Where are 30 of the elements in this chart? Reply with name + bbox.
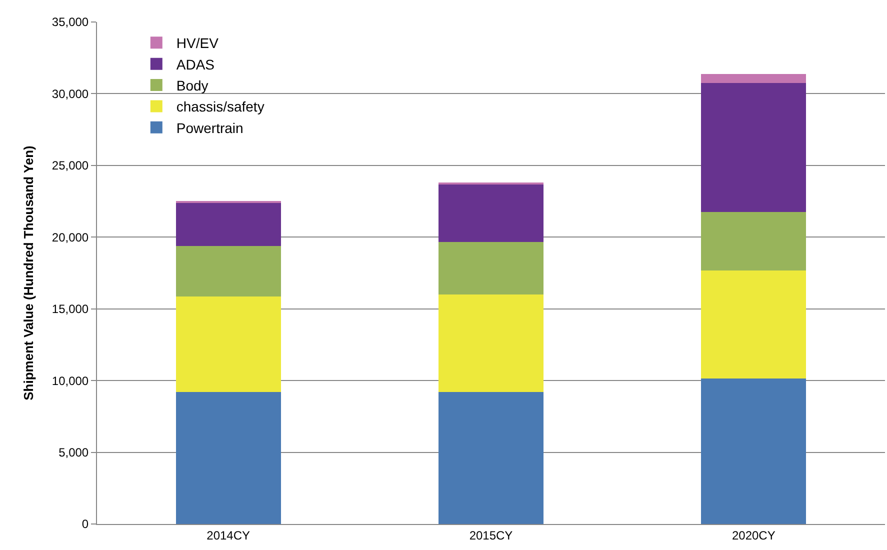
y-tick-label: 30,000 <box>52 86 89 101</box>
bar <box>701 270 806 378</box>
legend-label: chassis/safety <box>176 98 264 115</box>
bar <box>701 83 806 212</box>
x-tick-label: 2014CY <box>206 528 250 542</box>
x-tick-label: 2020CY <box>732 528 776 542</box>
y-tick-label: 10,000 <box>52 374 89 388</box>
x-tick-label: 2015CY <box>469 528 513 542</box>
bar <box>438 184 544 242</box>
y-tick-label: 25,000 <box>52 158 89 173</box>
y-tick-label: 35,000 <box>52 15 89 30</box>
y-tick-label: 15,000 <box>52 302 89 316</box>
bar <box>438 242 544 295</box>
legend-label: Body <box>176 77 208 94</box>
bar <box>701 74 806 84</box>
bar <box>176 296 281 392</box>
bar <box>176 202 281 246</box>
bar <box>701 212 806 270</box>
legend-label: ADAS <box>176 56 215 72</box>
bar <box>701 378 806 524</box>
y-tick-label: 20,000 <box>52 230 89 244</box>
bar <box>176 246 281 297</box>
bar <box>438 392 544 524</box>
bar <box>176 392 281 524</box>
y-tick-label: 0 <box>82 517 89 532</box>
y-axis-title: Shipment Value (Hundred Thousand Yen) <box>20 146 36 400</box>
legend-label: Powertrain <box>176 120 244 136</box>
legend-label: HV/EV <box>176 35 220 52</box>
bar <box>438 294 544 392</box>
y-tick-label: 5,000 <box>58 445 89 460</box>
